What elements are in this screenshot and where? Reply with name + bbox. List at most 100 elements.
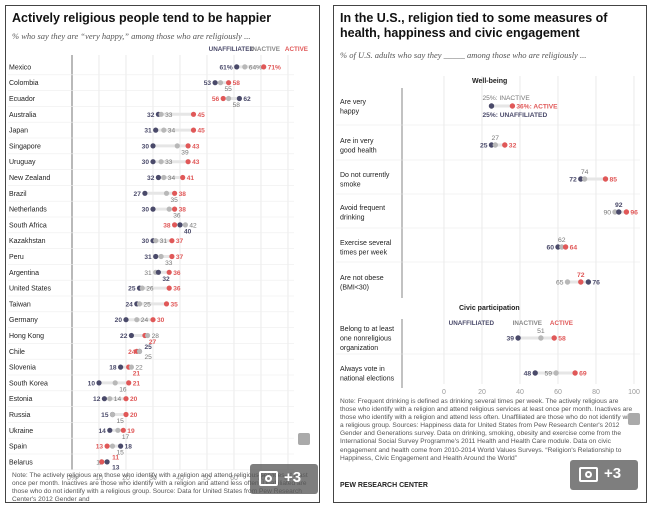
x-tick-label: 60 bbox=[554, 389, 562, 396]
unaffiliated-value-label: 25 bbox=[145, 344, 153, 351]
unaffiliated-value-label: 48 bbox=[524, 371, 532, 378]
unaffiliated-dot bbox=[236, 95, 242, 102]
inactive-value-label: 34 bbox=[168, 128, 176, 135]
unaffiliated-dot bbox=[107, 427, 113, 433]
x-tick-label: 0 bbox=[442, 389, 446, 396]
active-value-label: 43 bbox=[192, 143, 200, 150]
unaffiliated-value-label: 24 bbox=[125, 301, 133, 308]
unaffiliated-value-label: 60 bbox=[546, 245, 554, 252]
country-label: South Africa bbox=[9, 222, 47, 229]
active-value-label: 24 bbox=[128, 349, 136, 356]
unaffiliated-dot bbox=[128, 332, 134, 339]
measure-label: Do not currently smoke bbox=[340, 172, 390, 189]
unaffiliated-value-label: 13 bbox=[112, 464, 120, 471]
country-label: Estonia bbox=[9, 396, 32, 403]
x-tick-label: 30 bbox=[149, 475, 157, 482]
unaffiliated-dot bbox=[532, 370, 538, 376]
camera-icon bbox=[259, 471, 278, 486]
measure-label: Are in very good health bbox=[340, 138, 377, 155]
legend-active: ACTIVE bbox=[550, 320, 573, 327]
unaffiliated-dot bbox=[153, 127, 159, 133]
active-value-label: 13 bbox=[96, 444, 104, 451]
right-gallery-badge[interactable]: +3 bbox=[570, 460, 638, 490]
inactive-dot bbox=[158, 159, 164, 165]
unaffiliated-value-label: 32 bbox=[147, 112, 155, 119]
left-dot-plot: 0%1020304050607080UNAFFILIATEDINACTIVEAC… bbox=[8, 46, 308, 482]
inactive-dot bbox=[226, 95, 232, 102]
inactive-value-label: 31 bbox=[160, 238, 168, 245]
unaffiliated-value-label: 25%: UNAFFILIATED bbox=[483, 112, 548, 119]
x-tick-label: 60 bbox=[230, 475, 238, 482]
inactive-value-label: 42 bbox=[189, 222, 197, 229]
right-scroll-thumb[interactable] bbox=[628, 413, 640, 425]
legend-inactive: INACTIVE bbox=[513, 320, 542, 327]
unaffiliated-dot bbox=[142, 190, 148, 196]
unaffiliated-dot bbox=[104, 459, 110, 465]
unaffiliated-value-label: 92 bbox=[615, 202, 623, 209]
active-value-label: 64 bbox=[570, 245, 578, 252]
active-value-label: 21 bbox=[133, 371, 141, 378]
active-dot bbox=[551, 335, 557, 341]
country-label: Taiwan bbox=[9, 301, 31, 308]
unaffiliated-value-label: 22 bbox=[120, 333, 128, 340]
unaffiliated-value-label: 30 bbox=[142, 207, 150, 214]
active-value-label: 20 bbox=[130, 396, 138, 403]
x-tick-label: 80 bbox=[592, 389, 600, 396]
active-dot bbox=[623, 209, 630, 215]
active-dot bbox=[190, 111, 197, 117]
inactive-dot bbox=[612, 209, 618, 215]
country-label: Slovenia bbox=[9, 365, 36, 372]
inactive-value-label: 39 bbox=[181, 149, 189, 156]
country-label: South Korea bbox=[9, 380, 48, 387]
unaffiliated-value-label: 72 bbox=[569, 177, 577, 184]
unaffiliated-value-label: 61% bbox=[219, 64, 232, 71]
unaffiliated-dot bbox=[234, 64, 240, 70]
inactive-value-label: 33 bbox=[165, 112, 173, 119]
active-dot bbox=[572, 370, 578, 376]
inactive-dot bbox=[174, 143, 180, 149]
active-value-label: 58 bbox=[558, 336, 566, 343]
unaffiliated-dot bbox=[150, 159, 156, 165]
inactive-value-label: 55 bbox=[225, 86, 233, 93]
country-label: Argentina bbox=[9, 270, 39, 277]
active-value-label: 21 bbox=[133, 380, 141, 387]
legend-unaffiliated: UNAFFILIATED bbox=[449, 320, 495, 327]
unaffiliated-dot bbox=[96, 380, 102, 386]
inactive-dot bbox=[564, 279, 571, 285]
unaffiliated-value-label: 25 bbox=[480, 143, 488, 150]
unaffiliated-value-label: 18 bbox=[109, 365, 117, 372]
inactive-value-label: 31 bbox=[144, 270, 152, 277]
x-tick-label: 20 bbox=[122, 475, 130, 482]
left-scroll-thumb[interactable] bbox=[298, 433, 310, 445]
active-dot bbox=[166, 269, 172, 275]
country-label: Belarus bbox=[9, 459, 33, 466]
active-value-label: 85 bbox=[610, 177, 618, 184]
inactive-dot bbox=[109, 411, 116, 418]
inactive-dot bbox=[158, 253, 164, 260]
unaffiliated-dot bbox=[212, 80, 218, 86]
inactive-value-label: 17 bbox=[122, 434, 130, 441]
inactive-value-label: 22 bbox=[135, 365, 143, 372]
active-value-label: 11 bbox=[112, 454, 119, 461]
right-gallery-count: +3 bbox=[604, 465, 622, 482]
unaffiliated-dot bbox=[555, 244, 561, 250]
unaffiliated-value-label: 32 bbox=[147, 175, 155, 182]
left-gallery-badge[interactable]: +3 bbox=[250, 464, 318, 494]
unaffiliated-dot bbox=[488, 103, 495, 109]
country-label: Singapore bbox=[9, 143, 41, 150]
inactive-dot bbox=[109, 443, 116, 449]
active-value-label: 36 bbox=[173, 286, 181, 293]
active-dot bbox=[104, 443, 110, 449]
active-value-label: 38 bbox=[179, 207, 187, 214]
inactive-dot bbox=[553, 370, 559, 376]
active-value-label: 56 bbox=[212, 96, 220, 103]
active-value-label: 35 bbox=[171, 301, 179, 308]
unaffiliated-dot bbox=[123, 317, 129, 323]
country-label: Germany bbox=[9, 317, 38, 324]
active-value-label: 38 bbox=[163, 222, 171, 229]
left-gallery-count: +3 bbox=[284, 469, 302, 486]
camera-icon bbox=[579, 467, 598, 482]
inactive-dot bbox=[217, 80, 224, 86]
x-tick-label: 0% bbox=[67, 475, 77, 482]
inactive-dot bbox=[559, 244, 565, 250]
